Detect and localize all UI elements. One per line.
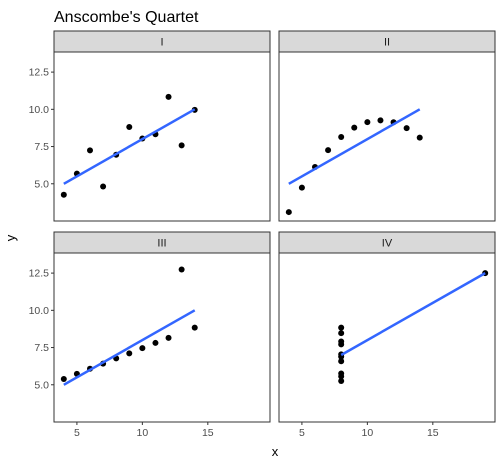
- x-tick-label: 15: [202, 427, 214, 439]
- panel-border: [53, 252, 271, 423]
- data-point: [338, 338, 345, 345]
- data-point: [338, 330, 345, 337]
- data-point: [87, 147, 93, 154]
- panel-border: [278, 51, 496, 222]
- data-point: [178, 266, 185, 273]
- strip-label: I: [160, 37, 163, 49]
- data-point: [126, 350, 133, 357]
- x-tick-label: 15: [427, 427, 439, 439]
- y-tick-label: 5.0: [34, 178, 49, 190]
- data-point: [338, 324, 345, 331]
- data-point: [60, 375, 67, 382]
- data-point: [60, 191, 67, 198]
- fit-line: [340, 272, 486, 357]
- y-tick-label: 10.0: [29, 305, 50, 317]
- data-point: [191, 324, 198, 331]
- y-tick-label: 12.5: [29, 67, 50, 79]
- x-tick-label: 5: [299, 427, 305, 439]
- panel-IV: IV 5 10 15: [278, 231, 496, 439]
- data-point: [364, 119, 371, 126]
- y-tick-label: 12.5: [29, 268, 50, 280]
- y-tick-label: 5.0: [34, 379, 49, 391]
- data-point: [298, 184, 305, 191]
- x-axis-title: x: [272, 444, 279, 459]
- strip-label: III: [157, 238, 166, 250]
- panel-I: I 5.0 7.5 10.0 12.5: [29, 30, 271, 222]
- data-point: [338, 134, 345, 141]
- data-point: [351, 124, 358, 131]
- x-tick-label: 10: [137, 427, 149, 439]
- x-tick-label: 10: [362, 427, 374, 439]
- data-point: [165, 93, 172, 100]
- fit-line: [63, 108, 196, 185]
- fit-line: [63, 309, 196, 386]
- data-point: [100, 183, 107, 190]
- x-tick-label: 5: [74, 427, 80, 439]
- y-tick-label: 7.5: [34, 141, 49, 153]
- data-point: [416, 134, 423, 141]
- strip-label: II: [384, 37, 390, 49]
- data-point: [165, 334, 172, 341]
- panel-III: III 5.0 7.5 10.0 12.5 5 10 15: [29, 231, 271, 439]
- data-point: [139, 345, 146, 352]
- data-point: [285, 209, 292, 216]
- data-point: [338, 358, 345, 365]
- data-point: [152, 339, 159, 346]
- fit-line: [288, 108, 421, 185]
- panel-border: [53, 51, 271, 222]
- y-axis-title: y: [3, 234, 18, 241]
- data-point: [377, 117, 384, 124]
- strip-label: IV: [382, 238, 393, 250]
- y-tick-label: 7.5: [34, 342, 49, 354]
- chart-title: Anscombe's Quartet: [54, 9, 199, 26]
- data-point: [338, 378, 345, 385]
- data-point: [178, 142, 185, 149]
- y-tick-label: 10.0: [29, 104, 50, 116]
- data-point: [126, 124, 133, 131]
- data-point: [338, 373, 345, 380]
- panel-II: II: [278, 30, 496, 222]
- data-point: [325, 147, 332, 154]
- data-point: [403, 125, 410, 132]
- panel-border: [278, 252, 496, 423]
